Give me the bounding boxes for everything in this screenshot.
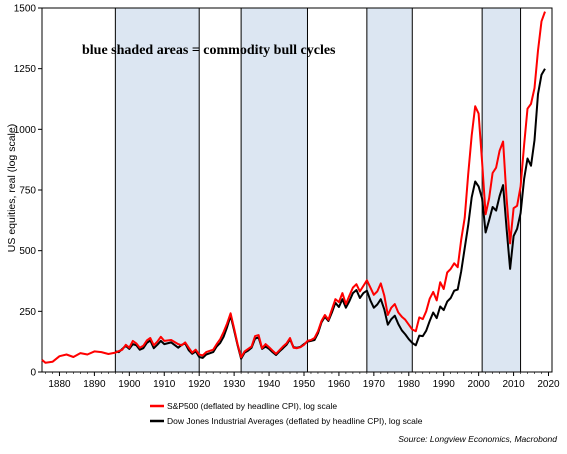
- y-tick-label-250: 250: [19, 307, 36, 318]
- series-line-dow-jones: [115, 68, 546, 360]
- x-tick-label-1960: 1960: [328, 379, 351, 390]
- x-tick-label-1970: 1970: [363, 379, 386, 390]
- series-lines: [41, 11, 546, 364]
- x-tick-label-1920: 1920: [188, 379, 211, 390]
- shaded-region-3: [366, 8, 413, 372]
- x-tick-label-1880: 1880: [48, 379, 71, 390]
- x-tick-label-1910: 1910: [153, 379, 176, 390]
- source-text: Source: Longview Economics, Macrobond: [398, 434, 557, 444]
- x-tick-label-1990: 1990: [433, 379, 456, 390]
- y-axis-title: US equities, real (log scale): [6, 124, 18, 252]
- y-tick-label-500: 500: [19, 246, 36, 257]
- legend: S&P500 (deflated by headline CPI), log s…: [150, 401, 423, 426]
- y-tick-label-750: 750: [19, 186, 36, 197]
- legend-label-dow-jones: Dow Jones Industrial Averages (deflated …: [167, 416, 423, 426]
- y-tick-label-1500: 1500: [14, 4, 37, 15]
- legend-label-sp500: S&P500 (deflated by headline CPI), log s…: [167, 401, 337, 411]
- plot-frame: [41, 7, 553, 373]
- x-tick-label-2010: 2010: [502, 379, 525, 390]
- shaded-region-1: [115, 8, 200, 372]
- x-tick-label-1900: 1900: [118, 379, 141, 390]
- x-tick-label-1930: 1930: [223, 379, 246, 390]
- y-tick-label-1250: 1250: [14, 64, 37, 75]
- x-tick-label-2020: 2020: [537, 379, 560, 390]
- axes: [38, 7, 553, 376]
- x-tick-label-1980: 1980: [398, 379, 421, 390]
- y-tick-label-1000: 1000: [14, 125, 37, 136]
- series-line-sp500: [41, 11, 546, 364]
- shaded-regions: [42, 8, 552, 372]
- y-tick-label-0: 0: [30, 368, 36, 379]
- shaded-region-2: [241, 8, 308, 372]
- x-tick-label-1890: 1890: [83, 379, 106, 390]
- tick-labels: 0 250 500 750 1000 1250 1500 1880 1890 1900 1910 19…: [14, 4, 560, 391]
- annotation-text: blue shaded areas = commodity bull cycle…: [82, 43, 336, 58]
- x-tick-label-2000: 2000: [468, 379, 491, 390]
- x-tick-label-1950: 1950: [293, 379, 316, 390]
- x-tick-label-1940: 1940: [258, 379, 281, 390]
